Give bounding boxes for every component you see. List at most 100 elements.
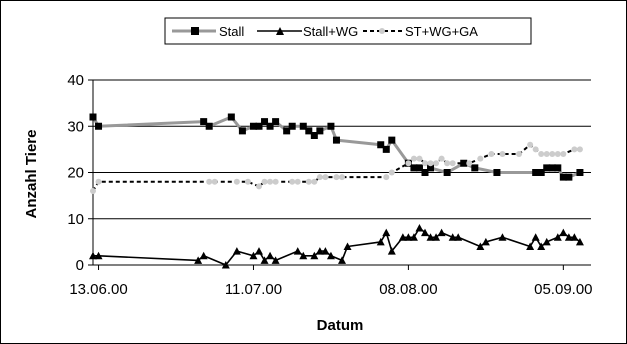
y-tick-label-30: 30 [67,118,84,135]
series-2-point-20 [405,160,412,167]
series-1-point-25 [415,224,424,232]
series-line-1 [93,227,581,266]
legend-label-stall: Stall [219,24,244,39]
series-0-point-0 [89,113,97,121]
series-2-point-21 [410,155,417,162]
series-1-point-23 [404,233,413,241]
series-0-point-36 [559,173,567,181]
series-2-point-40 [560,151,567,157]
series-2-point-32 [499,151,506,157]
series-0-point-4 [227,113,235,121]
series-0-point-14 [305,127,313,135]
series-1-point-35 [526,242,535,250]
series-0-point-1 [95,122,103,130]
series-1-point-28 [432,233,441,241]
series-0-point-35 [554,164,562,172]
series-2-point-1 [95,178,102,185]
series-1-point-37 [537,242,546,250]
series-1-point-24 [409,233,418,241]
series-0-point-15 [310,132,318,139]
legend-marker-stall [191,27,199,35]
legend-box [164,17,532,45]
series-2-point-38 [549,151,556,157]
series-1-point-22 [398,233,407,241]
series-2-point-36 [538,151,545,157]
series-0-point-13 [299,122,307,130]
series-line-2 [92,143,580,192]
series-1-point-5 [232,247,241,255]
series-1-point-29 [437,228,446,237]
x-tick-label-0: 13.06.00 [69,281,127,298]
series-0-point-31 [532,169,540,176]
series-1-point-27 [426,233,435,241]
series-0-point-12 [288,122,296,130]
series-1-point-38 [542,237,551,246]
series-0-point-28 [460,159,468,167]
series-0-point-30 [493,169,501,176]
series-1-point-43 [575,237,584,246]
series-2-point-2 [206,178,213,185]
legend-marker-st-wg-ga [379,28,385,34]
legend: Stall Stall+WG ST+WG+GA [164,17,532,45]
series-0-point-19 [377,141,385,149]
series-1-point-12 [299,251,308,260]
series-0-point-8 [261,118,269,126]
series-0-point-18 [332,136,340,144]
series-2-point-42 [576,146,583,153]
series-1-point-8 [260,256,269,264]
series-2-point-18 [383,174,390,181]
series-layer [89,113,584,269]
series-0 [89,113,584,181]
series-1-point-17 [338,256,346,264]
series-0-point-33 [543,164,551,172]
series-2-point-27 [444,160,451,167]
y-axis-label: Anzahl Tiere [23,130,40,219]
series-1-point-6 [249,251,258,260]
series-1-point-1 [94,251,103,260]
series-2-point-33 [516,151,523,157]
series-1-point-13 [310,251,319,260]
legend-label-st-wg-ga: ST+WG+GA [405,24,478,39]
y-tick-labels: 0 10 20 30 40 [67,72,84,274]
series-0-point-25 [421,169,429,176]
series-2-point-9 [272,178,279,185]
series-1-point-42 [570,233,579,241]
series-0-point-5 [238,127,246,135]
series-0-point-38 [576,169,584,176]
series-0-point-9 [266,122,274,130]
series-1-point-2 [194,256,203,264]
series-2-point-12 [305,178,312,185]
x-tick-label-2: 08.08.00 [379,281,437,298]
series-2-point-13 [311,178,318,185]
series-2-point-39 [554,151,561,157]
series-1-point-26 [421,228,429,237]
x-tick-label-3: 05.09.00 [534,281,592,298]
series-2-point-24 [427,160,434,167]
series-1-point-36 [531,233,540,241]
y-tick-label-10: 10 [67,211,84,228]
series-1-point-7 [255,247,263,255]
series-0-point-37 [565,173,573,181]
series-1-point-9 [266,251,275,260]
series-0-point-11 [283,127,291,135]
series-0-point-26 [427,164,435,172]
series-2-point-6 [256,183,262,190]
series-1-point-41 [564,233,573,241]
series-2-point-37 [543,151,550,157]
series-1-point-31 [454,233,463,241]
series-0-point-2 [200,118,208,126]
x-axis-label: Datum [317,317,364,334]
series-2-point-17 [339,174,345,181]
series-0-point-34 [548,164,556,172]
series-2-point-3 [211,178,218,185]
series-2-point-23 [422,160,428,167]
series-1-point-21 [387,247,396,255]
series-1-point-4 [221,261,230,269]
gridlines [93,79,591,220]
series-2-point-0 [90,188,96,194]
series-1-point-34 [498,233,507,241]
series-0-point-20 [382,145,390,153]
series-2-point-41 [571,146,578,153]
y-tick-label-0: 0 [76,257,84,274]
